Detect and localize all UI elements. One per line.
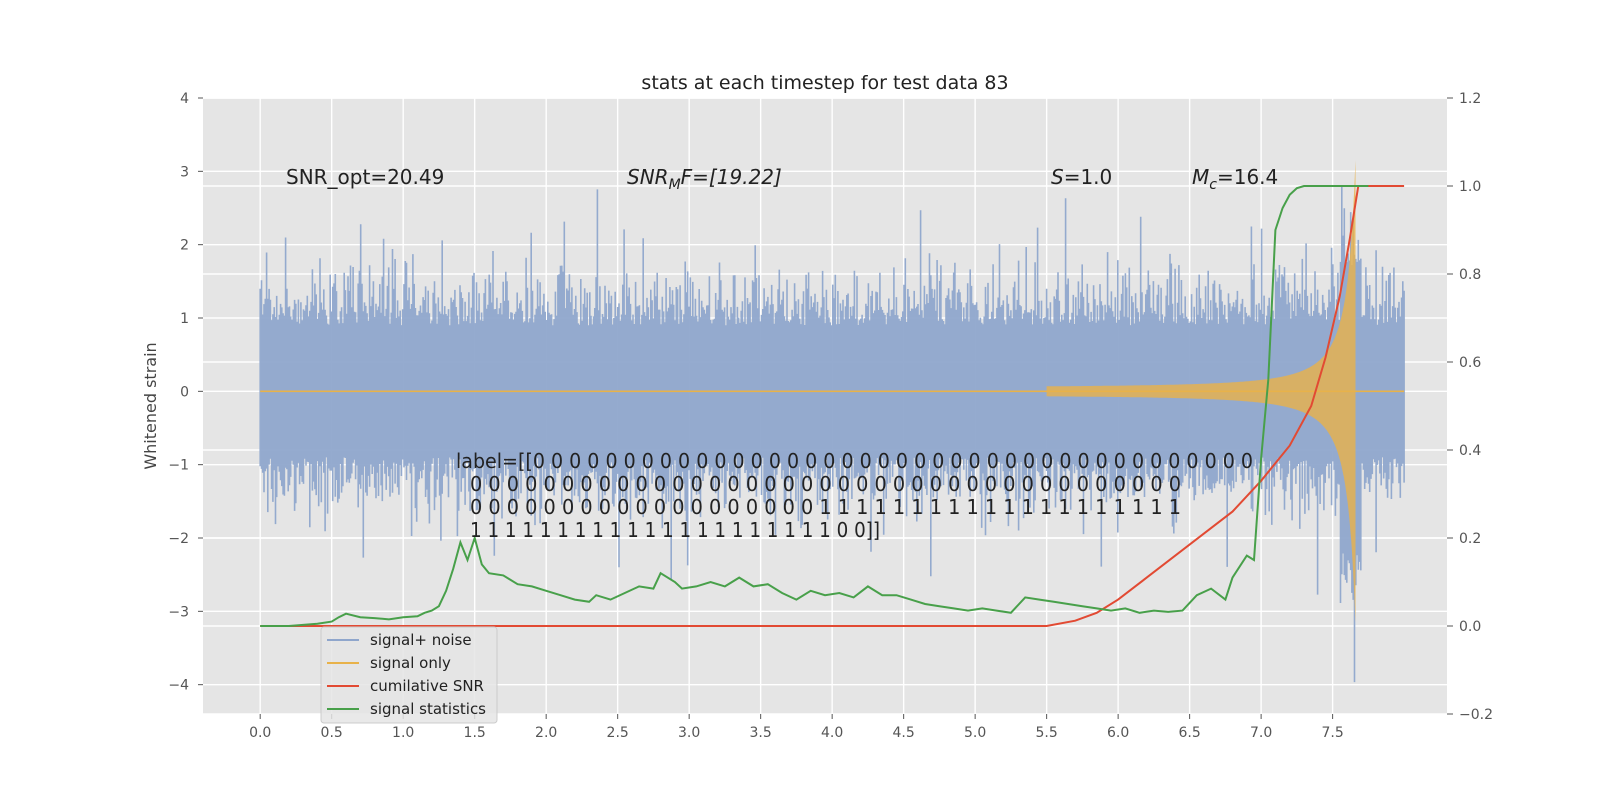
mc-var: M [1192,165,1209,189]
signal-only-series [260,160,1405,623]
y-tick-label: 4 [180,91,189,107]
legend-label-signal-noise: signal+ noise [370,631,472,649]
snr-mf-annotation: SNRMF=[19.22] [627,165,782,193]
signal-statistics-line [260,185,1369,627]
label-annotation: label=[[0 0 0 0 0 0 0 0 0 0 0 0 0 0 0 0 … [456,449,1253,542]
x-tick-label: 7.0 [1250,725,1272,741]
legend-box [320,626,498,724]
statistic-lines [260,185,1405,627]
x-tick-label: 3.0 [678,725,700,741]
x-tick-label: 1.5 [464,725,486,741]
snr-mf-var: SNR [627,165,669,189]
y-tick-label: −1 [168,458,189,474]
s-tail: =1.0 [1064,165,1113,189]
mc-tail: =16.4 [1217,165,1278,189]
y2-tick-label: 0.6 [1459,355,1481,371]
legend-label-signal-statistics: signal statistics [370,700,486,718]
x-tick-label: 4.0 [821,725,843,741]
x-axis-ticks: 0.0 0.5 1.0 1.5 2.0 2.5 3.0 3.5 4.0 4.5 5.0 5.5 6.0 6… [249,714,1344,741]
mc-sub: c [1209,177,1217,193]
y2-axis-ticks: −0.2 0.0 0.2 0.4 0.6 0.8 1.0 1.2 [1447,91,1493,723]
y-tick-label: 0 [180,384,189,400]
legend: signal+ noise signal only cumilative SNR… [320,626,498,724]
snr-mf-tail: F=[19.22] [681,165,782,189]
y-tick-label: 1 [180,311,189,327]
legend-label-signal-only: signal only [370,654,451,672]
x-tick-label: 5.5 [1035,725,1057,741]
y-tick-label: 3 [180,164,189,180]
snr-opt-annotation: SNR_opt=20.49 [286,165,444,189]
y-tick-label: −4 [168,678,189,694]
y-tick-label: −3 [168,604,189,620]
y-tick-label: −2 [168,531,189,547]
y-axis-label: Whitened strain [141,342,160,469]
x-tick-label: 7.5 [1321,725,1343,741]
x-tick-label: 5.0 [964,725,986,741]
y2-tick-label: 1.0 [1459,179,1481,195]
y2-tick-label: 0.8 [1459,267,1481,283]
x-tick-label: 1.0 [392,725,414,741]
chart-title: stats at each timestep for test data 83 [641,72,1008,94]
x-tick-label: 2.0 [535,725,557,741]
cumulative-snr-line [260,185,1405,627]
s-var: S [1051,165,1064,189]
x-tick-label: 6.5 [1178,725,1200,741]
x-tick-label: 2.5 [607,725,629,741]
label-line-2: 0 0 0 0 0 0 0 0 0 0 0 0 0 0 0 0 0 0 0 0 … [470,472,1181,496]
y2-tick-label: 1.2 [1459,91,1481,107]
label-line-1: label=[[0 0 0 0 0 0 0 0 0 0 0 0 0 0 0 0 … [456,449,1253,473]
legend-label-cumulative-snr: cumilative SNR [370,677,484,695]
x-tick-label: 0.5 [321,725,343,741]
y2-tick-label: 0.2 [1459,531,1481,547]
x-tick-label: 0.0 [249,725,271,741]
snr-mf-sub: M [669,177,681,193]
y-tick-label: 2 [180,238,189,254]
y2-tick-label: −0.2 [1459,707,1493,723]
s-annotation: S=1.0 [1051,165,1112,189]
y2-tick-label: 0.4 [1459,443,1481,459]
y2-tick-label: 0.0 [1459,619,1481,635]
x-tick-label: 6.0 [1107,725,1129,741]
mc-annotation: Mc=16.4 [1192,165,1278,193]
y-axis-ticks: −4 −3 −2 −1 0 1 2 3 4 [168,91,203,694]
x-tick-label: 3.5 [750,725,772,741]
x-tick-label: 4.5 [893,725,915,741]
label-line-3: 0 0 0 0 0 0 0 0 0 0 0 0 0 0 0 0 0 0 0 1 … [470,495,1181,519]
label-line-4: 1 1 1 1 1 1 1 1 1 1 1 1 1 1 1 1 1 1 1 1 … [470,518,880,542]
